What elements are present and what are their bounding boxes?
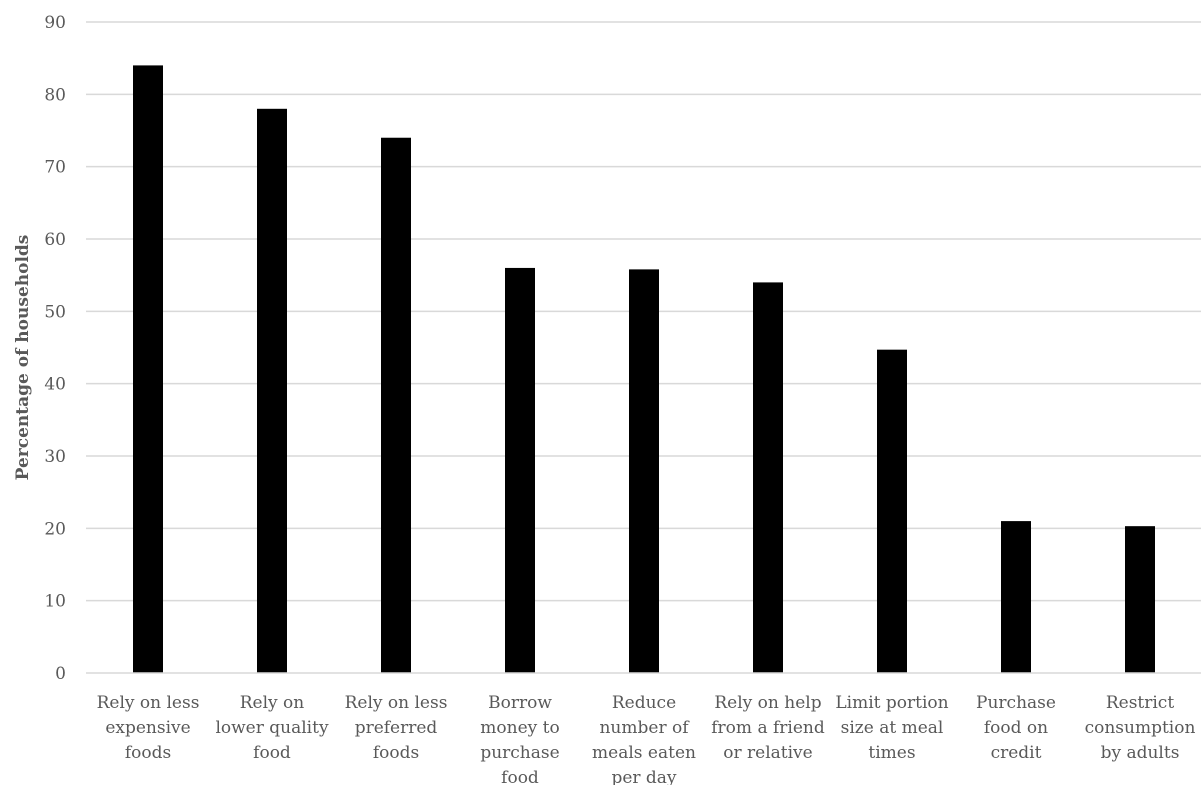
- bar: [133, 65, 163, 673]
- x-category-label: Borrow money to purchase food: [480, 693, 559, 785]
- bar: [257, 108, 287, 674]
- bar: [1125, 526, 1155, 673]
- x-category-label: Restrict consumption by adults: [1085, 693, 1196, 763]
- x-category-label: Rely on less expensive foods: [97, 693, 200, 763]
- y-tick-label: 10: [44, 592, 66, 612]
- x-category-label: Rely on less preferred foods: [345, 693, 448, 763]
- bar: [877, 349, 907, 673]
- bars: [133, 65, 1155, 674]
- y-tick-label: 90: [44, 13, 66, 33]
- y-axis-title: Percentage of households: [13, 235, 33, 481]
- y-tick-label: 60: [44, 230, 66, 250]
- y-tick-label: 50: [44, 302, 66, 322]
- y-axis-tick-labels: 0 10 20 30 40 50 60 70 80 90: [44, 13, 66, 684]
- bar: [753, 282, 783, 673]
- bar: [381, 137, 411, 673]
- y-tick-label: 30: [44, 447, 66, 467]
- bar: [505, 267, 535, 673]
- x-category-label: Purchase food on credit: [976, 693, 1056, 763]
- y-tick-label: 40: [44, 375, 66, 395]
- y-tick-label: 20: [44, 519, 66, 539]
- x-category-label: Rely on help from a friend or relative: [711, 693, 825, 763]
- bar: [1001, 521, 1031, 673]
- y-tick-label: 0: [55, 664, 66, 684]
- bar: [629, 269, 659, 673]
- x-category-label: Rely on lower quality food: [215, 693, 328, 763]
- x-category-label: Limit portion size at meal times: [835, 693, 948, 763]
- y-tick-label: 80: [44, 85, 66, 105]
- y-tick-label: 70: [44, 158, 66, 178]
- x-category-label: Reduce number of meals eaten per day: [592, 693, 696, 785]
